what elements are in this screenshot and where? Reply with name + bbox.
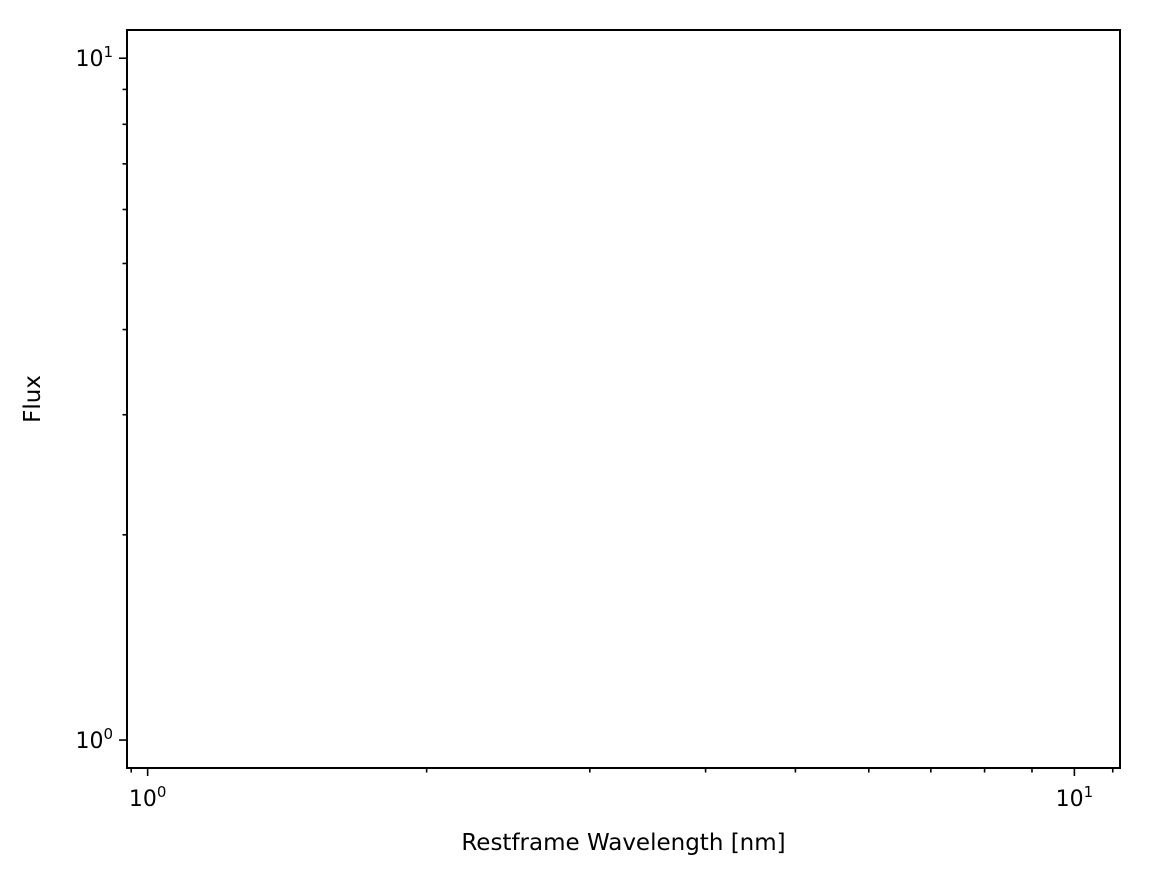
plot-area-frame	[126, 29, 1121, 769]
axis-tick-labels: 100 101 100 101	[75, 43, 1093, 812]
y-tick-label: 101	[75, 43, 113, 72]
y-tick-label: 100	[75, 725, 113, 754]
x-tick-label: 100	[129, 783, 167, 812]
x-axis-label: Restframe Wavelength [nm]	[461, 830, 785, 856]
x-tick-label: 101	[1056, 783, 1094, 812]
y-axis-label: Flux	[20, 375, 46, 423]
